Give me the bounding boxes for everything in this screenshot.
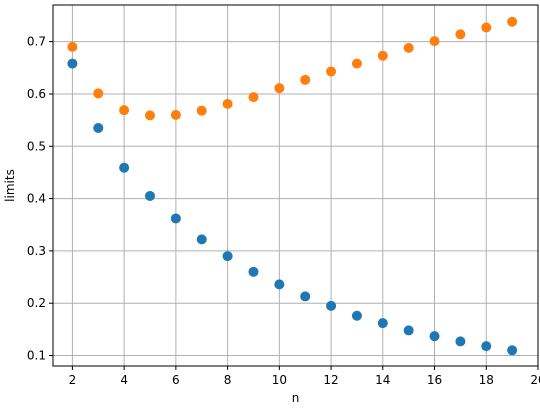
plot-frame <box>52 4 539 367</box>
series-2-point <box>274 83 285 94</box>
grid <box>53 5 539 366</box>
series-2-point <box>403 42 414 53</box>
series-2-point <box>351 58 362 69</box>
series-2-point <box>93 88 104 99</box>
axis-ticks: 2 4 6 8 10 12 14 16 18 20 0.1 0.2 0.3 0.4 0.5 0.6 0.7 <box>27 35 540 387</box>
y-tick-label: 0.7 <box>27 35 46 49</box>
x-tick-label: 2 <box>69 373 77 387</box>
series-2-point <box>300 74 311 85</box>
y-axis-label: limits <box>3 169 17 202</box>
data-points <box>67 16 518 356</box>
series-1-point <box>67 58 78 69</box>
series-2-point <box>248 92 259 103</box>
series-1-point <box>403 325 414 336</box>
series-2-point <box>455 29 466 40</box>
series-2-point <box>507 16 518 27</box>
series-1-point <box>326 300 337 311</box>
series-1-point <box>222 251 233 262</box>
x-axis-label: n <box>292 391 300 405</box>
series-2-point <box>326 66 337 77</box>
series-1-point <box>196 234 207 245</box>
series-1-point <box>170 213 181 224</box>
x-tick-label: 20 <box>530 373 540 387</box>
series-2-point <box>196 105 207 116</box>
x-tick-label: 6 <box>172 373 180 387</box>
x-tick-label: 16 <box>427 373 442 387</box>
series-2-point <box>377 50 388 61</box>
x-tick-label: 14 <box>375 373 390 387</box>
y-tick-label: 0.2 <box>27 296 46 310</box>
series-1-point <box>145 190 155 201</box>
x-tick-label: 18 <box>479 373 494 387</box>
series-2-point <box>481 22 492 33</box>
series-1-point <box>300 291 311 302</box>
series-1-point <box>274 279 285 290</box>
series-2-point <box>222 98 233 109</box>
series-1-point <box>429 331 440 342</box>
series-2-point <box>170 109 181 120</box>
series-1-point <box>93 122 104 133</box>
series-1-point <box>351 310 362 321</box>
x-tick-label: 12 <box>323 373 338 387</box>
series-2-point <box>119 105 130 116</box>
series-2-point <box>145 110 155 121</box>
series-1-point <box>119 162 130 173</box>
x-tick-label: 8 <box>224 373 232 387</box>
x-tick-label: 10 <box>272 373 287 387</box>
series-1-point <box>248 266 259 277</box>
y-tick-label: 0.6 <box>27 87 46 101</box>
y-tick-label: 0.3 <box>27 244 46 258</box>
y-tick-label: 0.4 <box>27 192 46 206</box>
y-tick-label: 0.1 <box>27 349 46 363</box>
y-tick-label: 0.5 <box>27 139 46 153</box>
series-1-point <box>481 341 492 352</box>
series-2-point <box>429 36 440 47</box>
series-1-point <box>377 318 388 329</box>
x-tick-label: 4 <box>120 373 128 387</box>
series-1-point <box>455 336 466 347</box>
series-2-point <box>67 41 78 52</box>
series-1-point <box>507 345 518 356</box>
